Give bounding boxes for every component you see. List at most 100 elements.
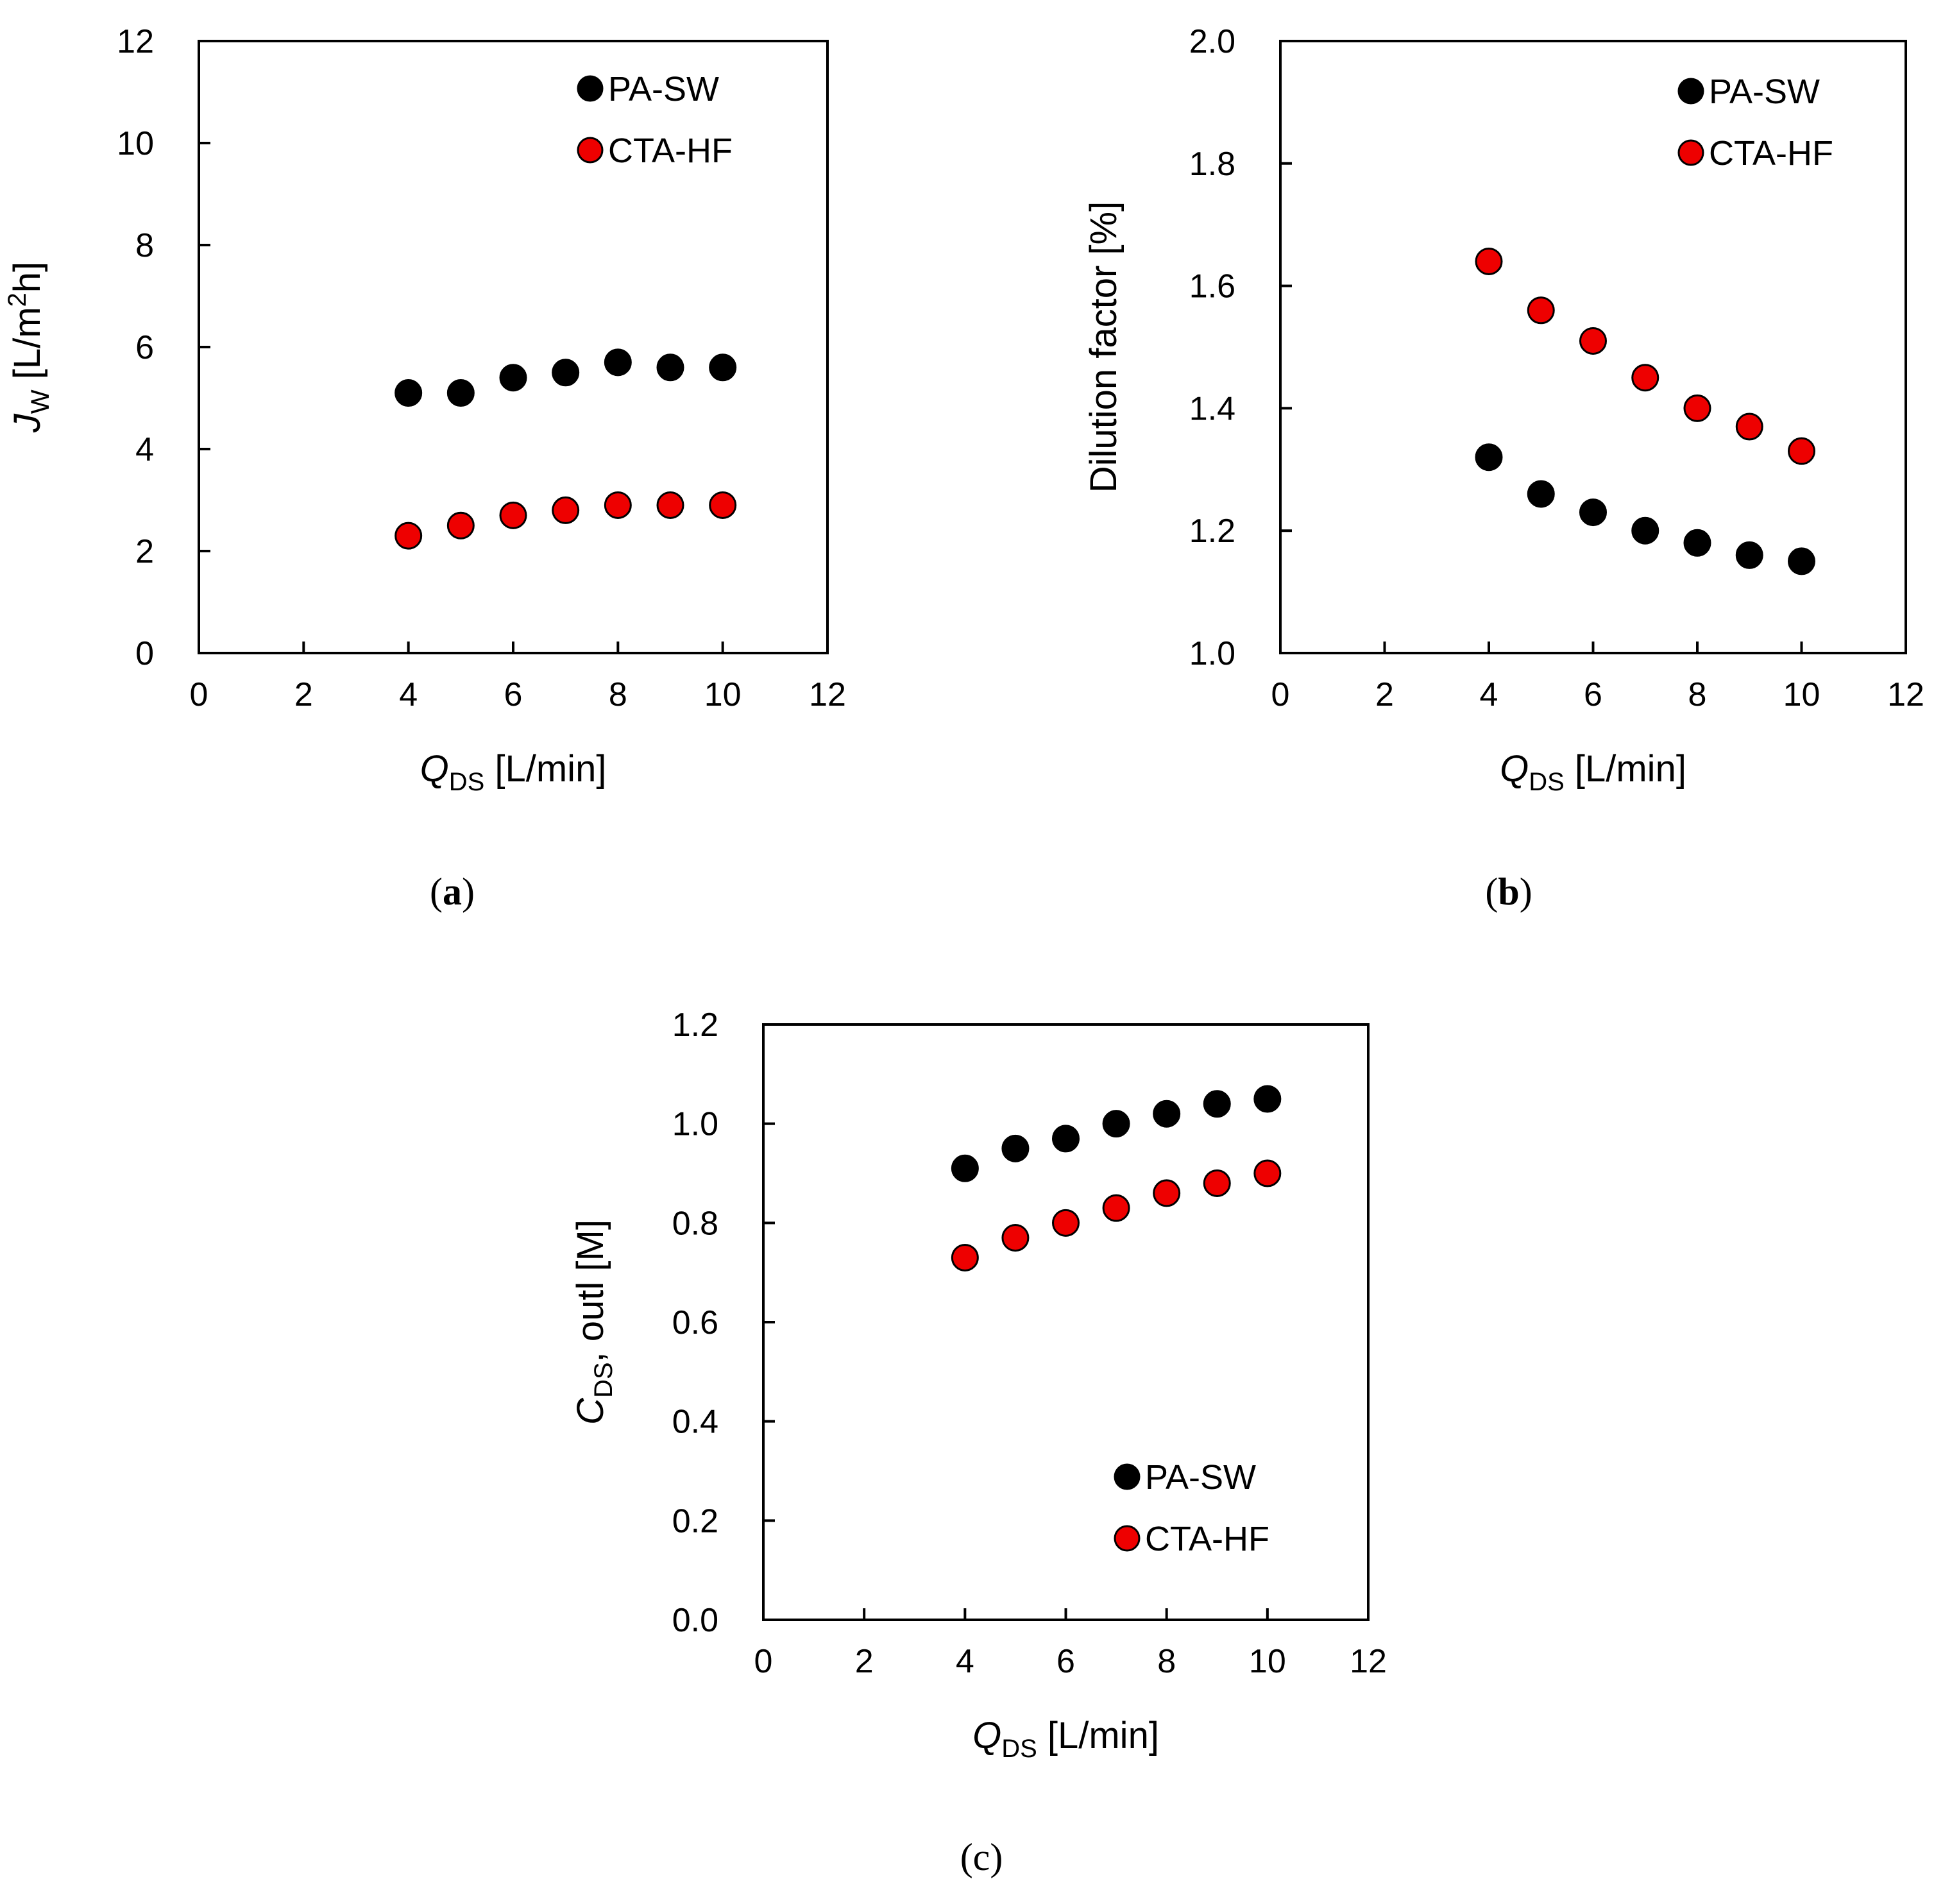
y-axis-label-sup: 2 <box>3 293 31 307</box>
y-axis-label-sub: W <box>26 389 55 414</box>
data-point <box>1683 529 1711 557</box>
x-tick-label: 10 <box>704 676 742 713</box>
x-axis-label-rest: [L/min] <box>1037 1715 1159 1756</box>
legend-label: CTA-HF <box>1145 1520 1269 1558</box>
data-point <box>395 379 423 407</box>
y-tick-label: 1.4 <box>1189 390 1235 427</box>
plot-area-frame <box>198 40 829 654</box>
x-tick-label: 6 <box>1584 676 1602 713</box>
x-tick-label: 8 <box>1688 676 1707 713</box>
x-tick-label: 2 <box>855 1643 874 1680</box>
y-tick-label: 10 <box>117 125 154 162</box>
y-tick-label: 6 <box>135 329 154 366</box>
x-axis-label-main: Q <box>972 1715 1001 1756</box>
series-PA-SW <box>395 348 737 407</box>
data-point <box>1052 1209 1080 1237</box>
y-axis-label-rest2: h] <box>6 262 48 293</box>
data-point <box>1102 1194 1130 1222</box>
plot-area-frame <box>762 1023 1370 1621</box>
data-point <box>1527 480 1555 508</box>
series-CTA-HF <box>951 1159 1282 1271</box>
x-tick-label: 4 <box>956 1643 974 1680</box>
y-axis-label-rest: , outl [M] <box>570 1220 611 1362</box>
y-tick-label: 12 <box>117 23 154 60</box>
data-point <box>446 511 475 540</box>
data-point <box>951 1154 979 1182</box>
data-point <box>499 501 527 529</box>
y-tick-label: 1.0 <box>672 1106 718 1143</box>
data-point <box>1735 412 1763 441</box>
legend-marker <box>1677 139 1704 166</box>
y-tick-label: 0.4 <box>672 1404 718 1441</box>
data-point <box>709 491 737 519</box>
panel-letter: c <box>973 1836 990 1878</box>
legend-label: CTA-HF <box>608 132 733 170</box>
x-tick-label: 12 <box>1887 676 1924 713</box>
series-CTA-HF <box>395 491 737 550</box>
data-point <box>1788 547 1815 575</box>
y-tick-label: 0.6 <box>672 1304 718 1341</box>
data-point <box>1579 327 1607 355</box>
data-point <box>656 353 684 382</box>
data-point <box>1475 247 1503 275</box>
data-point <box>1102 1110 1130 1138</box>
y-axis-label: CDS, outl [M] <box>570 1220 618 1425</box>
legend-marker <box>577 75 604 102</box>
y-axis-label-main: J <box>6 413 48 433</box>
legend: PA-SW CTA-HF <box>1677 72 1833 173</box>
data-point <box>1153 1100 1181 1128</box>
data-point <box>1253 1159 1282 1187</box>
y-axis-label-sub: DS <box>590 1362 618 1398</box>
x-tick-label: 0 <box>190 676 208 713</box>
y-tick-label: 0 <box>135 635 154 672</box>
data-point <box>552 359 580 387</box>
x-axis-label-sub: DS <box>1529 768 1565 796</box>
data-point <box>1683 394 1711 422</box>
data-point <box>499 364 527 392</box>
legend: PA-SW CTA-HF <box>1114 1458 1269 1558</box>
x-tick-label: 8 <box>609 676 627 713</box>
x-tick-label: 2 <box>1375 676 1394 713</box>
y-tick-label: 0.0 <box>672 1602 718 1639</box>
y-axis-label: Dilution factor [%] <box>1083 201 1124 493</box>
y-tick-label: 1.2 <box>1189 513 1235 550</box>
data-point <box>604 348 632 377</box>
x-axis-label-sub: DS <box>449 768 485 796</box>
x-tick-label: 8 <box>1157 1643 1176 1680</box>
y-tick-label: 1.2 <box>672 1007 718 1044</box>
data-point <box>1788 437 1815 465</box>
series-CTA-HF <box>1475 247 1815 465</box>
y-axis-label-rest: [L/m <box>6 307 48 389</box>
data-point <box>1527 296 1555 325</box>
x-tick-label: 2 <box>294 676 313 713</box>
data-point <box>1475 443 1503 472</box>
x-axis-label-main: Q <box>1500 748 1529 790</box>
x-axis-label-main: Q <box>420 748 449 790</box>
panel-label: (b) <box>1485 871 1532 913</box>
data-point <box>1001 1134 1030 1162</box>
series-PA-SW <box>951 1085 1282 1182</box>
y-tick-label: 1.6 <box>1189 268 1235 305</box>
x-tick-label: 12 <box>809 676 846 713</box>
data-point <box>1579 498 1607 527</box>
x-tick-label: 10 <box>1249 1643 1286 1680</box>
data-point <box>604 491 632 519</box>
y-tick-label: 8 <box>135 227 154 264</box>
data-point <box>1052 1125 1080 1153</box>
x-tick-label: 6 <box>1056 1643 1075 1680</box>
data-point <box>1735 541 1763 569</box>
y-tick-label: 1.8 <box>1189 146 1235 183</box>
data-point <box>709 353 737 382</box>
x-axis-label: QDS [L/min] <box>1500 748 1686 796</box>
data-point <box>1001 1224 1030 1252</box>
data-point <box>1631 516 1659 545</box>
y-tick-label: 1.0 <box>1189 635 1235 672</box>
y-axis-label-main: C <box>570 1397 611 1425</box>
legend-label: PA-SW <box>1709 72 1820 111</box>
data-point <box>446 379 475 407</box>
x-axis-label-rest: [L/min] <box>484 748 606 790</box>
legend-label: PA-SW <box>608 70 719 108</box>
x-tick-label: 0 <box>1271 676 1290 713</box>
